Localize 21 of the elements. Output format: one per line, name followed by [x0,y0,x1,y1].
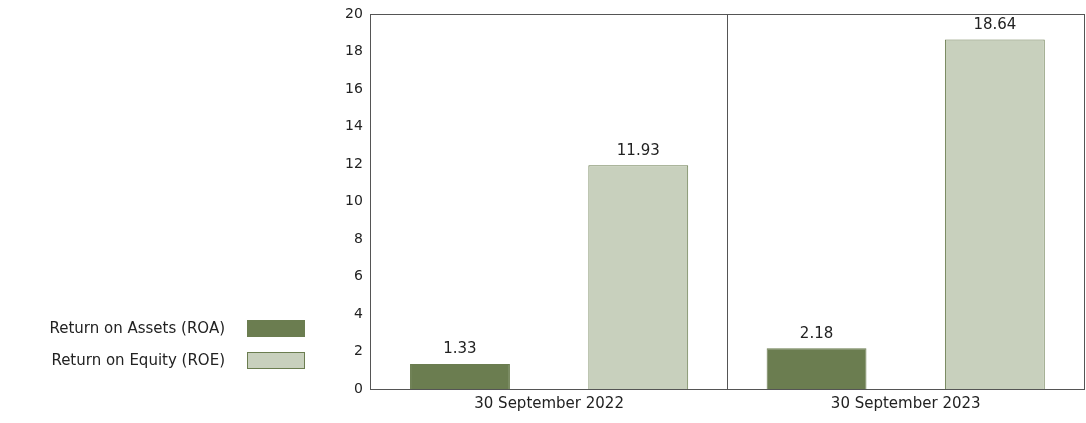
data-label: 18.64 [973,14,1017,33]
y-tick-label: 12 [344,154,363,171]
x-tick-label: 30 September 2022 [474,393,624,412]
legend-label: Return on Equity (ROE) [51,351,225,369]
y-tick-label: 10 [344,192,363,209]
y-tick-label: 16 [344,79,363,96]
data-label: 1.33 [443,339,477,358]
y-tick-label: 20 [344,4,363,21]
y-tick-label: 14 [344,117,363,134]
y-tick-label: 0 [353,379,363,396]
y-tick-label: 2 [353,342,363,359]
legend-label: Return on Assets (ROA) [49,319,225,337]
bar [410,364,510,389]
y-tick-label: 4 [353,304,363,321]
x-tick-label: 30 September 2023 [830,393,981,412]
data-label: 2.18 [799,323,834,342]
data-label: 11.93 [616,140,660,159]
y-tick-label: 18 [344,42,363,59]
y-tick-label: 6 [353,267,363,284]
bar [766,348,867,389]
y-tick-label: 8 [353,229,363,246]
